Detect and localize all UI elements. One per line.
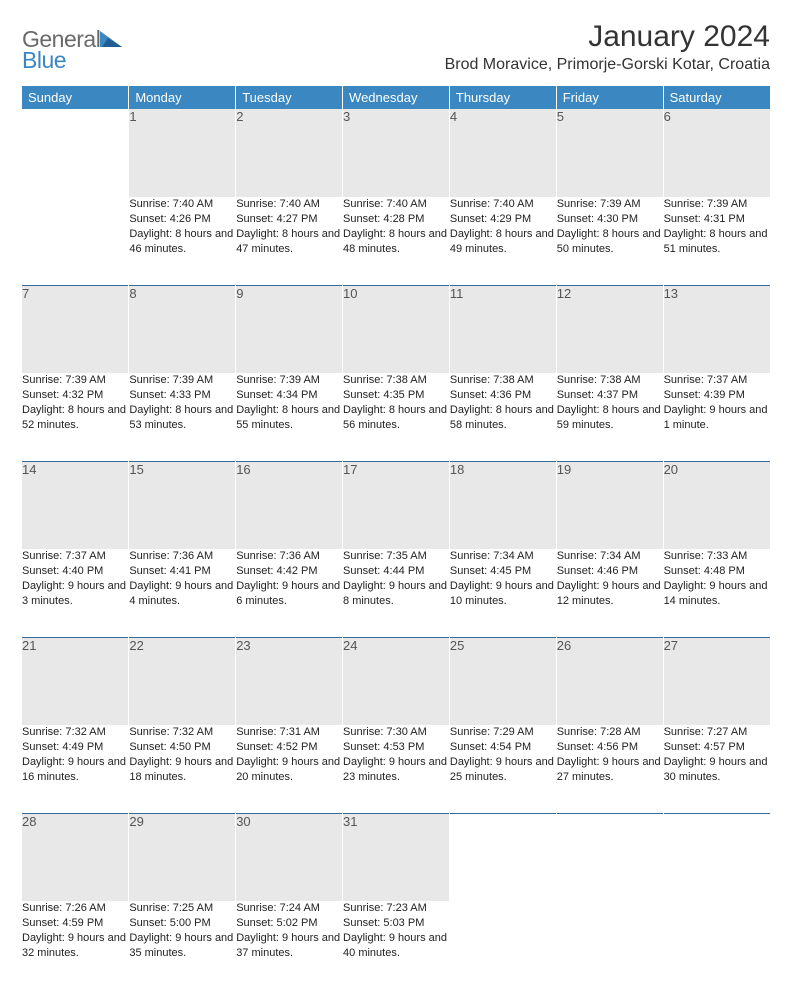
logo-sail-icon (98, 29, 124, 51)
day-number-cell: 15 (129, 461, 236, 549)
weekday-header-row: SundayMondayTuesdayWednesdayThursdayFrid… (22, 86, 770, 109)
day-number-cell: 7 (22, 285, 129, 373)
month-title: January 2024 (445, 20, 770, 54)
day-number-cell: 30 (236, 813, 343, 901)
daynum-row: 28293031 (22, 813, 770, 901)
day-number-cell: 21 (22, 637, 129, 725)
day-cell: Sunrise: 7:37 AMSunset: 4:39 PMDaylight:… (663, 373, 770, 461)
day-cell: Sunrise: 7:38 AMSunset: 4:35 PMDaylight:… (343, 373, 450, 461)
day-number-cell: 9 (236, 285, 343, 373)
day-number-cell: 5 (556, 109, 663, 197)
day-cell (449, 901, 556, 989)
day-cell: Sunrise: 7:32 AMSunset: 4:50 PMDaylight:… (129, 725, 236, 813)
day-number-cell: 23 (236, 637, 343, 725)
day-number-cell: 2 (236, 109, 343, 197)
day-number-cell: 10 (343, 285, 450, 373)
day-number-cell: 11 (449, 285, 556, 373)
day-cell: Sunrise: 7:26 AMSunset: 4:59 PMDaylight:… (22, 901, 129, 989)
day-cell (663, 901, 770, 989)
day-number-cell: 27 (663, 637, 770, 725)
day-cell: Sunrise: 7:34 AMSunset: 4:45 PMDaylight:… (449, 549, 556, 637)
day-cell: Sunrise: 7:39 AMSunset: 4:30 PMDaylight:… (556, 197, 663, 285)
day-cell: Sunrise: 7:36 AMSunset: 4:42 PMDaylight:… (236, 549, 343, 637)
day-content-row: Sunrise: 7:39 AMSunset: 4:32 PMDaylight:… (22, 373, 770, 461)
day-cell: Sunrise: 7:39 AMSunset: 4:32 PMDaylight:… (22, 373, 129, 461)
weekday-header: Monday (129, 86, 236, 109)
day-content-row: Sunrise: 7:37 AMSunset: 4:40 PMDaylight:… (22, 549, 770, 637)
day-number-cell: 19 (556, 461, 663, 549)
day-cell: Sunrise: 7:27 AMSunset: 4:57 PMDaylight:… (663, 725, 770, 813)
day-number-cell: 22 (129, 637, 236, 725)
day-number-cell: 1 (129, 109, 236, 197)
weekday-header: Wednesday (343, 86, 450, 109)
day-cell: Sunrise: 7:38 AMSunset: 4:37 PMDaylight:… (556, 373, 663, 461)
weekday-header: Tuesday (236, 86, 343, 109)
day-cell: Sunrise: 7:40 AMSunset: 4:26 PMDaylight:… (129, 197, 236, 285)
day-number-cell: 12 (556, 285, 663, 373)
day-cell: Sunrise: 7:30 AMSunset: 4:53 PMDaylight:… (343, 725, 450, 813)
day-number-cell: 25 (449, 637, 556, 725)
header-row: General Blue January 2024 Brod Moravice,… (22, 20, 770, 84)
day-cell: Sunrise: 7:40 AMSunset: 4:27 PMDaylight:… (236, 197, 343, 285)
day-number-cell (556, 813, 663, 901)
day-cell: Sunrise: 7:23 AMSunset: 5:03 PMDaylight:… (343, 901, 450, 989)
day-cell: Sunrise: 7:40 AMSunset: 4:28 PMDaylight:… (343, 197, 450, 285)
day-cell (556, 901, 663, 989)
day-cell: Sunrise: 7:39 AMSunset: 4:33 PMDaylight:… (129, 373, 236, 461)
day-cell: Sunrise: 7:36 AMSunset: 4:41 PMDaylight:… (129, 549, 236, 637)
day-cell: Sunrise: 7:29 AMSunset: 4:54 PMDaylight:… (449, 725, 556, 813)
day-cell: Sunrise: 7:39 AMSunset: 4:31 PMDaylight:… (663, 197, 770, 285)
day-number-cell: 4 (449, 109, 556, 197)
day-number-cell: 6 (663, 109, 770, 197)
daynum-row: 123456 (22, 109, 770, 197)
day-number-cell: 14 (22, 461, 129, 549)
weekday-header: Sunday (22, 86, 129, 109)
day-number-cell: 20 (663, 461, 770, 549)
title-block: January 2024 Brod Moravice, Primorje-Gor… (445, 20, 770, 84)
day-cell: Sunrise: 7:25 AMSunset: 5:00 PMDaylight:… (129, 901, 236, 989)
daynum-row: 14151617181920 (22, 461, 770, 549)
day-content-row: Sunrise: 7:26 AMSunset: 4:59 PMDaylight:… (22, 901, 770, 989)
day-cell: Sunrise: 7:40 AMSunset: 4:29 PMDaylight:… (449, 197, 556, 285)
day-cell: Sunrise: 7:34 AMSunset: 4:46 PMDaylight:… (556, 549, 663, 637)
day-number-cell: 13 (663, 285, 770, 373)
day-number-cell: 18 (449, 461, 556, 549)
day-content-row: Sunrise: 7:40 AMSunset: 4:26 PMDaylight:… (22, 197, 770, 285)
day-number-cell: 28 (22, 813, 129, 901)
day-cell: Sunrise: 7:32 AMSunset: 4:49 PMDaylight:… (22, 725, 129, 813)
day-cell: Sunrise: 7:37 AMSunset: 4:40 PMDaylight:… (22, 549, 129, 637)
weekday-header: Friday (556, 86, 663, 109)
day-cell: Sunrise: 7:35 AMSunset: 4:44 PMDaylight:… (343, 549, 450, 637)
logo: General Blue (22, 26, 124, 74)
day-number-cell (22, 109, 129, 197)
day-number-cell: 29 (129, 813, 236, 901)
day-cell: Sunrise: 7:28 AMSunset: 4:56 PMDaylight:… (556, 725, 663, 813)
day-number-cell: 3 (343, 109, 450, 197)
day-cell: Sunrise: 7:31 AMSunset: 4:52 PMDaylight:… (236, 725, 343, 813)
day-cell: Sunrise: 7:24 AMSunset: 5:02 PMDaylight:… (236, 901, 343, 989)
day-number-cell: 16 (236, 461, 343, 549)
calendar-page: General Blue January 2024 Brod Moravice,… (0, 0, 792, 989)
location-text: Brod Moravice, Primorje-Gorski Kotar, Cr… (445, 56, 770, 74)
day-number-cell: 17 (343, 461, 450, 549)
day-content-row: Sunrise: 7:32 AMSunset: 4:49 PMDaylight:… (22, 725, 770, 813)
day-number-cell: 24 (343, 637, 450, 725)
day-cell (22, 197, 129, 285)
daynum-row: 78910111213 (22, 285, 770, 373)
day-cell: Sunrise: 7:38 AMSunset: 4:36 PMDaylight:… (449, 373, 556, 461)
day-number-cell (663, 813, 770, 901)
daynum-row: 21222324252627 (22, 637, 770, 725)
logo-text-block: General Blue (22, 26, 100, 74)
day-number-cell: 8 (129, 285, 236, 373)
calendar-table: SundayMondayTuesdayWednesdayThursdayFrid… (22, 86, 770, 989)
day-cell: Sunrise: 7:33 AMSunset: 4:48 PMDaylight:… (663, 549, 770, 637)
weekday-header: Thursday (449, 86, 556, 109)
day-number-cell (449, 813, 556, 901)
day-cell: Sunrise: 7:39 AMSunset: 4:34 PMDaylight:… (236, 373, 343, 461)
weekday-header: Saturday (663, 86, 770, 109)
day-number-cell: 26 (556, 637, 663, 725)
day-number-cell: 31 (343, 813, 450, 901)
